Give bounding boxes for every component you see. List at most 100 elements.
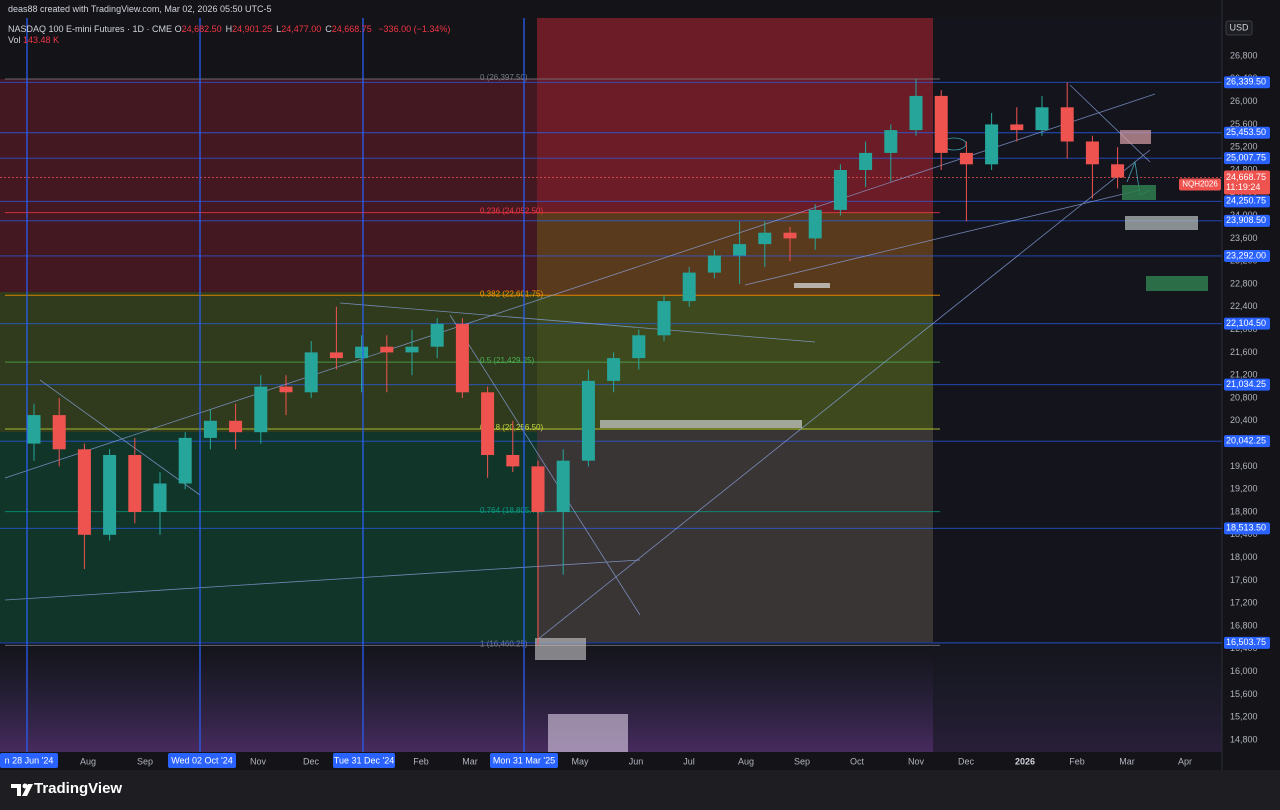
currency: USD: [1229, 22, 1249, 32]
candle-body: [934, 95, 948, 153]
y-tick-label: 26,800: [1230, 50, 1258, 60]
date-label: Tue 31 Dec '24: [334, 755, 394, 765]
y-tick-label: 25,200: [1230, 142, 1258, 152]
level-tag: [1224, 152, 1270, 165]
y-tick-label: 18,800: [1230, 506, 1258, 516]
logo: [11, 783, 33, 796]
zone: [537, 296, 933, 430]
candle-body: [77, 449, 91, 535]
level-label: 21,034.25: [1226, 379, 1266, 389]
countdown: 11:19:24: [1226, 182, 1260, 192]
fib-label: 1 (16,460.25): [480, 639, 528, 648]
footer: TradingView: [0, 770, 1280, 810]
y-tick-label: 19,600: [1230, 461, 1258, 471]
box: [535, 638, 586, 660]
symbol-label: NQH2026: [1182, 180, 1218, 189]
y-tick-label: 26,000: [1230, 96, 1258, 106]
x-tick-label: May: [571, 756, 589, 766]
x-tick-label: Jul: [683, 756, 695, 766]
chart: 0 (26,397.50) 0.236 (24,052.50) 0.382 (22,…: [0, 0, 1280, 770]
level-tag: [1224, 195, 1270, 208]
level-label: 23,908.50: [1226, 215, 1266, 225]
date-label: Mon 31 Mar '25: [493, 755, 555, 765]
candle-body: [531, 466, 545, 512]
trend-line: [4, 559, 641, 601]
x-tick-label: Dec: [958, 756, 975, 766]
candle-body: [27, 415, 41, 444]
candle-body: [1035, 107, 1049, 131]
x-tick-label: Feb: [1069, 756, 1085, 766]
x-tick-label: Nov: [250, 756, 267, 766]
y-tick-label: 15,200: [1230, 712, 1258, 722]
candle-body: [178, 437, 192, 484]
y-tick-label: 17,600: [1230, 575, 1258, 585]
trend-line: [744, 189, 1141, 286]
candle-body: [355, 346, 369, 359]
candle-body: [254, 386, 268, 433]
candle-body: [707, 255, 721, 273]
date-tag: [0, 753, 58, 768]
level-label: 26,339.50: [1226, 77, 1266, 87]
last-tag: [1224, 170, 1270, 195]
x-tick-label: Oct: [850, 756, 865, 766]
fib-label: 0.764 (18,805.75): [480, 506, 543, 515]
date-label: Wed 02 Oct '24: [171, 755, 233, 765]
x-tick-label: Mar: [1119, 756, 1135, 766]
date-tag: [490, 753, 558, 768]
trend-line: [339, 302, 816, 343]
candle-body: [959, 152, 973, 165]
candle-body: [1111, 164, 1125, 178]
y-tick-label: 25,600: [1230, 119, 1258, 129]
candle-body: [581, 380, 595, 461]
date-tag: [333, 753, 395, 768]
zone: [537, 18, 933, 212]
candle-body: [481, 392, 495, 455]
candle-body: [1010, 124, 1024, 131]
fib-label: 0.236 (24,052.50): [480, 207, 543, 216]
candle-body: [128, 454, 142, 512]
x-tick-label: Sep: [137, 756, 153, 766]
trend-line: [1069, 84, 1151, 163]
candle-body: [985, 124, 999, 165]
candle-body: [1060, 107, 1074, 142]
candle-body: [758, 232, 772, 245]
y-tick-label: 24,800: [1230, 164, 1258, 174]
level-tag: [1224, 126, 1270, 139]
x-tick-label: Sep: [794, 756, 810, 766]
candle-body: [783, 232, 797, 239]
candle-body: [607, 358, 621, 381]
y-tick-label: 19,200: [1230, 484, 1258, 494]
y-tick-label: 15,600: [1230, 689, 1258, 699]
candle-body: [304, 352, 318, 393]
boxes: [535, 130, 1208, 752]
last-label: 24,668.75: [1226, 172, 1266, 182]
y-tick-label: 20,800: [1230, 392, 1258, 402]
y-tick-label: 14,800: [1230, 734, 1258, 744]
y-tick-label: 22,400: [1230, 301, 1258, 311]
candle-body: [430, 323, 444, 347]
level-label: 18,513.50: [1226, 523, 1266, 533]
y-tick-label: 18,000: [1230, 552, 1258, 562]
y-tick-label: 22,800: [1230, 278, 1258, 288]
level-label: 25,453.50: [1226, 127, 1266, 137]
y-tick-label: 20,400: [1230, 415, 1258, 425]
level-tag: [1224, 636, 1270, 649]
candle-body: [632, 335, 646, 359]
box: [1125, 216, 1198, 230]
zone: [537, 430, 933, 642]
date-tag: [168, 753, 236, 768]
candle-body: [859, 152, 873, 171]
x-tick-label: Aug: [738, 756, 754, 766]
box: [794, 283, 830, 288]
candle-body: [733, 244, 747, 256]
y-tick-label: 17,200: [1230, 598, 1258, 608]
brand[interactable]: TradingView: [34, 780, 123, 797]
y-tick-label: 21,600: [1230, 347, 1258, 357]
candle-body: [153, 483, 167, 512]
level-tag: [1224, 317, 1270, 330]
level-label: 24,250.75: [1226, 196, 1266, 206]
box: [600, 420, 802, 428]
candle-body: [380, 346, 394, 353]
candle-body: [682, 272, 696, 302]
date-label: n 28 Jun '24: [5, 755, 54, 765]
